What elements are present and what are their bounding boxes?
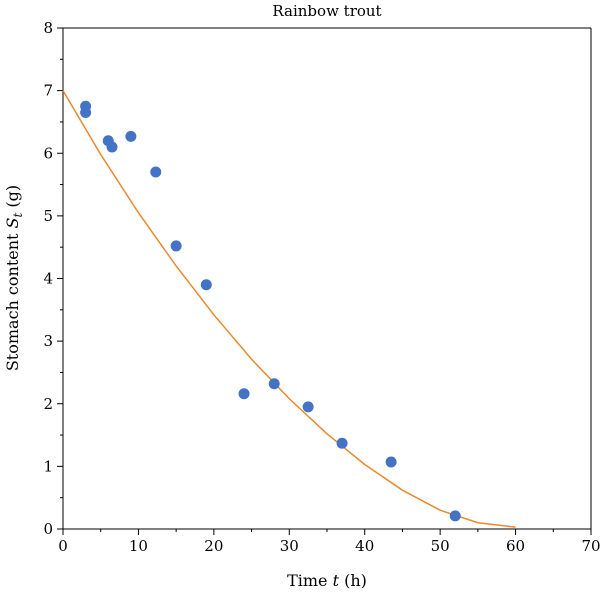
x-tick-label-0: 0 (58, 537, 68, 555)
y-tick-label-8: 8 (43, 19, 53, 37)
y-tick-label-1: 1 (43, 457, 53, 475)
x-tick-label-60: 60 (506, 537, 525, 555)
y-tick-label-4: 4 (43, 270, 53, 288)
data-point (385, 456, 397, 468)
y-tick-label-6: 6 (43, 144, 53, 162)
y-axis-title: Stomach content St (g) (3, 185, 25, 371)
y-tick-label-7: 7 (43, 82, 53, 100)
y-tick-label-5: 5 (43, 207, 53, 225)
y-tick-label-0: 0 (43, 520, 53, 538)
x-tick-label-10: 10 (129, 537, 148, 555)
x-tick-label-70: 70 (581, 537, 600, 555)
plot-area: 0 10 20 30 40 50 60 70 0 1 2 3 4 5 6 7 8 (43, 19, 600, 555)
x-axis-title: Time t (h) (287, 571, 367, 590)
data-point (449, 510, 461, 522)
chart-title: Rainbow trout (272, 2, 381, 20)
data-point (150, 166, 162, 178)
series-layer (62, 90, 516, 528)
data-point (80, 107, 92, 119)
data-point (302, 401, 314, 413)
y-axis-ticks: 0 1 2 3 4 5 6 7 8 (43, 19, 63, 538)
y-tick-label-3: 3 (43, 332, 53, 350)
data-point (268, 378, 280, 390)
data-point (125, 130, 137, 142)
fit-curve (62, 90, 516, 528)
x-tick-label-30: 30 (280, 537, 299, 555)
x-tick-label-20: 20 (204, 537, 223, 555)
data-point (336, 437, 348, 449)
x-axis-ticks: 0 10 20 30 40 50 60 70 (58, 529, 600, 555)
data-point (170, 240, 182, 252)
x-tick-label-50: 50 (431, 537, 450, 555)
data-point (200, 279, 212, 291)
y-tick-label-2: 2 (43, 395, 53, 413)
x-tick-label-40: 40 (355, 537, 374, 555)
data-point (106, 141, 118, 153)
data-point (238, 388, 250, 400)
